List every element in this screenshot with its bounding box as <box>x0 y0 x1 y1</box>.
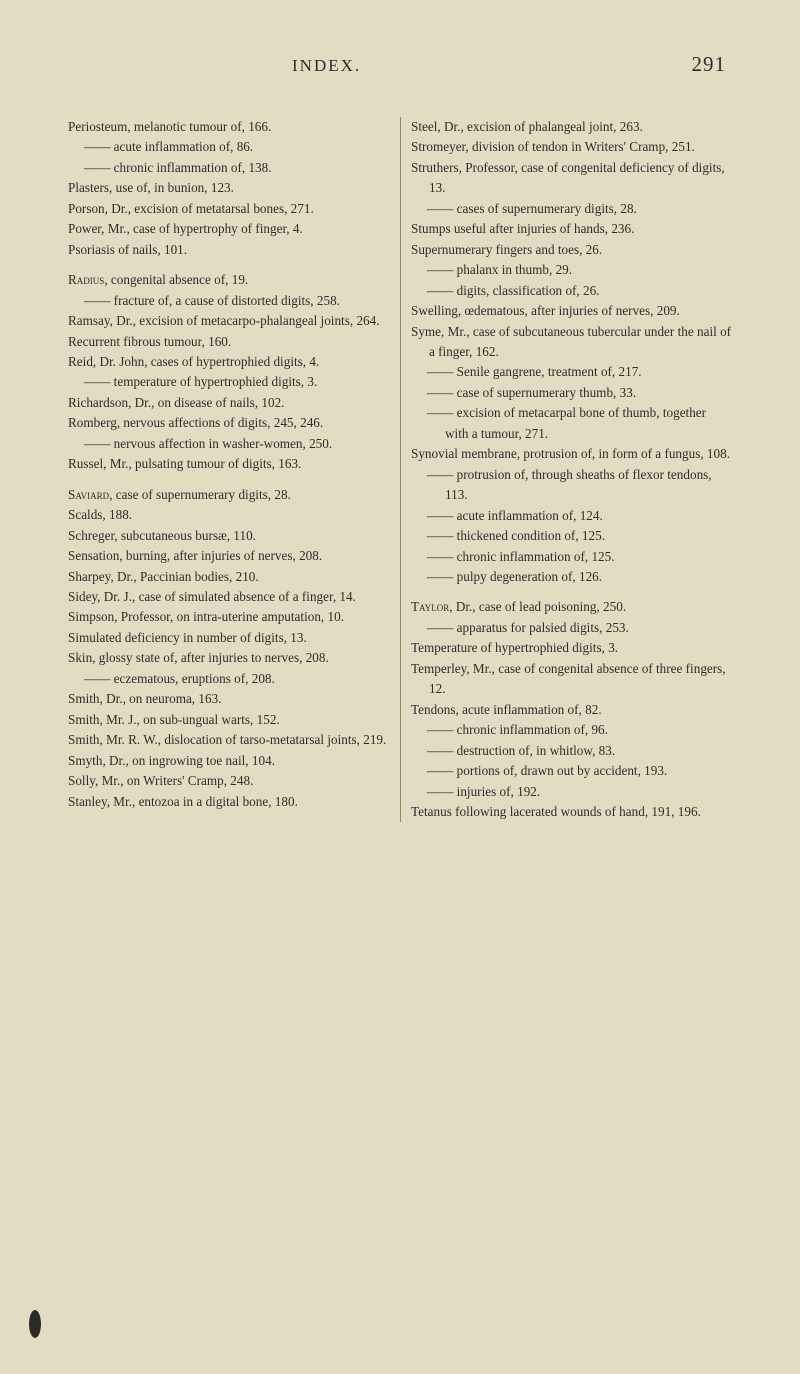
index-entry: Recurrent fibrous tumour, 160. <box>68 332 389 352</box>
index-entry: apparatus for palsied digits, 253. <box>411 618 732 638</box>
index-entry: Supernumerary fingers and toes, 26. <box>411 240 732 260</box>
index-entry: Swelling, œdematous, after injuries of n… <box>411 301 732 321</box>
continuation-dash <box>427 283 457 298</box>
continuation-dash <box>427 569 457 584</box>
index-entry: Sharpey, Dr., Paccinian bodies, 210. <box>68 567 389 587</box>
continuation-dash <box>427 385 457 400</box>
smallcaps-headword: Radius <box>68 272 104 287</box>
continuation-dash <box>427 364 457 379</box>
index-entry: Smith, Dr., on neuroma, 163. <box>68 689 389 709</box>
index-entry: eczematous, eruptions of, 208. <box>68 669 389 689</box>
index-entry: pulpy degeneration of, 126. <box>411 567 732 587</box>
scan-artifact <box>29 1310 41 1338</box>
index-entry: Saviard, case of supernumerary digits, 2… <box>68 485 389 505</box>
page-number: 291 <box>692 52 727 77</box>
index-entry: Periosteum, melanotic tumour of, 166. <box>68 117 389 137</box>
index-entry: Simulated deficiency in number of digits… <box>68 628 389 648</box>
index-entry: Sidey, Dr. J., case of simulated absence… <box>68 587 389 607</box>
index-entry: fracture of, a cause of distorted digits… <box>68 291 389 311</box>
index-entry: Scalds, 188. <box>68 505 389 525</box>
index-entry: Smith, Mr. J., on sub-ungual warts, 152. <box>68 710 389 730</box>
index-entry: thickened condition of, 125. <box>411 526 732 546</box>
continuation-dash <box>84 436 114 451</box>
continuation-dash <box>427 508 457 523</box>
index-entry: Stumps useful after injuries of hands, 2… <box>411 219 732 239</box>
index-entry: acute inflammation of, 86. <box>68 137 389 157</box>
continuation-dash <box>427 528 457 543</box>
continuation-dash <box>427 405 457 420</box>
index-entry: Temperature of hypertrophied digits, 3. <box>411 638 732 658</box>
index-entry: portions of, drawn out by accident, 193. <box>411 761 732 781</box>
continuation-dash <box>427 743 457 758</box>
continuation-dash <box>427 549 457 564</box>
index-entry: Syme, Mr., case of subcutaneous tubercul… <box>411 322 732 363</box>
index-entry: destruction of, in whitlow, 83. <box>411 741 732 761</box>
index-entry: acute inflammation of, 124. <box>411 506 732 526</box>
index-entry: Sensation, burning, after injuries of ne… <box>68 546 389 566</box>
index-entry: Tetanus following lacerated wounds of ha… <box>411 802 732 822</box>
index-entry: Struthers, Professor, case of congenital… <box>411 158 732 199</box>
continuation-dash <box>427 722 457 737</box>
continuation-dash <box>427 467 457 482</box>
index-entry: digits, classification of, 26. <box>411 281 732 301</box>
index-entry: Power, Mr., case of hypertrophy of finge… <box>68 219 389 239</box>
continuation-dash <box>427 262 457 277</box>
index-entry: Solly, Mr., on Writers' Cramp, 248. <box>68 771 389 791</box>
index-entry: excision of metacarpal bone of thumb, to… <box>411 403 732 444</box>
index-entry: Skin, glossy state of, after injuries to… <box>68 648 389 668</box>
continuation-dash <box>84 671 114 686</box>
blank-line <box>68 475 389 485</box>
continuation-dash <box>84 293 114 308</box>
index-entry: phalanx in thumb, 29. <box>411 260 732 280</box>
index-entry: temperature of hypertrophied digits, 3. <box>68 372 389 392</box>
index-entry: protrusion of, through sheaths of flexor… <box>411 465 732 506</box>
index-entry: Synovial membrane, protrusion of, in for… <box>411 444 732 464</box>
index-entry: Russel, Mr., pulsating tumour of digits,… <box>68 454 389 474</box>
continuation-dash <box>84 374 114 389</box>
index-entry: Taylor, Dr., case of lead poisoning, 250… <box>411 597 732 617</box>
continuation-dash <box>427 201 457 216</box>
index-entry: chronic inflammation of, 96. <box>411 720 732 740</box>
continuation-dash <box>84 160 114 175</box>
smallcaps-headword: Taylor <box>411 599 449 614</box>
index-columns: Periosteum, melanotic tumour of, 166.acu… <box>68 117 732 822</box>
continuation-dash <box>427 763 457 778</box>
index-entry: Ramsay, Dr., excision of metacarpo-phala… <box>68 311 389 331</box>
index-entry: injuries of, 192. <box>411 782 732 802</box>
index-entry: Schreger, subcutaneous bursæ, 110. <box>68 526 389 546</box>
index-entry: Tendons, acute inflammation of, 82. <box>411 700 732 720</box>
index-entry: Stromeyer, division of tendon in Writers… <box>411 137 732 157</box>
index-entry: nervous affection in washer-women, 250. <box>68 434 389 454</box>
smallcaps-headword: Saviard <box>68 487 109 502</box>
index-entry: cases of supernumerary digits, 28. <box>411 199 732 219</box>
index-entry: chronic inflammation of, 138. <box>68 158 389 178</box>
index-entry: Plasters, use of, in bunion, 123. <box>68 178 389 198</box>
index-entry: Reid, Dr. John, cases of hypertrophied d… <box>68 352 389 372</box>
continuation-dash <box>427 784 457 799</box>
index-entry: Porson, Dr., excision of metatarsal bone… <box>68 199 389 219</box>
index-entry: Romberg, nervous affections of digits, 2… <box>68 413 389 433</box>
index-entry: Stanley, Mr., entozoa in a digital bone,… <box>68 792 389 812</box>
index-entry: Smith, Mr. R. W., dislocation of tarso-m… <box>68 730 389 750</box>
index-entry: Psoriasis of nails, 101. <box>68 240 389 260</box>
continuation-dash <box>427 620 457 635</box>
index-entry: Temperley, Mr., case of congenital absen… <box>411 659 732 700</box>
index-entry: chronic inflammation of, 125. <box>411 547 732 567</box>
page-header: INDEX. 291 <box>68 52 732 77</box>
index-entry: case of supernumerary thumb, 33. <box>411 383 732 403</box>
running-head: INDEX. <box>292 56 361 76</box>
index-entry: Senile gangrene, treatment of, 217. <box>411 362 732 382</box>
index-entry: Radius, congenital absence of, 19. <box>68 270 389 290</box>
index-entry: Richardson, Dr., on disease of nails, 10… <box>68 393 389 413</box>
blank-line <box>68 260 389 270</box>
index-entry: Simpson, Professor, on intra-uterine amp… <box>68 607 389 627</box>
blank-line <box>411 587 732 597</box>
continuation-dash <box>84 139 114 154</box>
index-entry: Steel, Dr., excision of phalangeal joint… <box>411 117 732 137</box>
index-entry: Smyth, Dr., on ingrowing toe nail, 104. <box>68 751 389 771</box>
